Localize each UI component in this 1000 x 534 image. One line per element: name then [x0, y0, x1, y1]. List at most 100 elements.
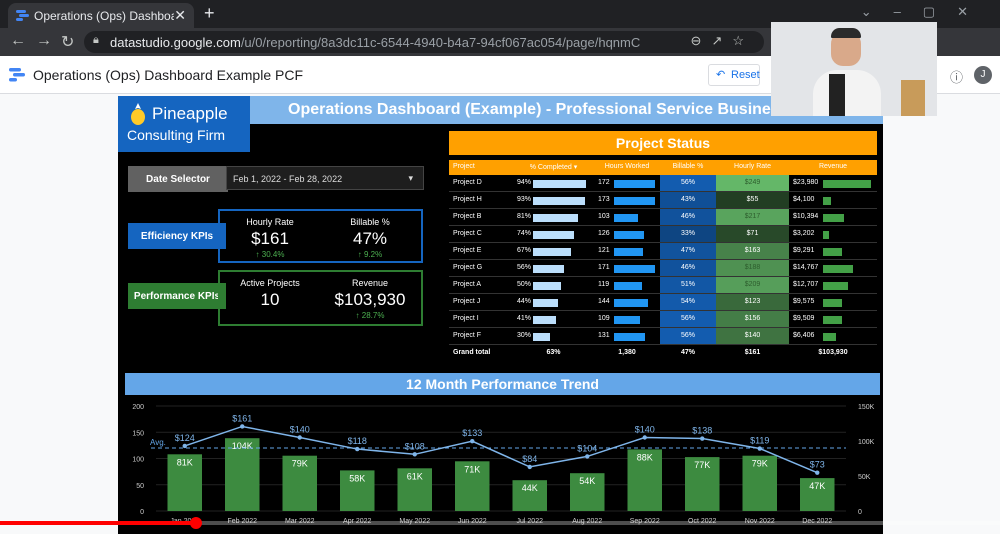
table-row[interactable]: Project D 94% 172 56% $249 $23,980	[449, 175, 877, 192]
kpi-label: Revenue	[351, 278, 389, 288]
kpi-billable: Billable % 47% ↑ 9.2%	[320, 217, 420, 259]
table-cell: Project D	[453, 179, 482, 186]
date-selector-label: Date Selector	[128, 166, 228, 192]
address-bar[interactable]: 🔒︎ datastudio.google.com/u/0/reporting/8…	[84, 31, 764, 53]
table-cell: 109	[594, 311, 660, 327]
bar-value-label: 79K	[752, 459, 768, 469]
data-bar	[533, 180, 586, 188]
column-header[interactable]: Billable %	[672, 163, 704, 170]
trend-bar	[742, 455, 777, 511]
line-value-label: $73	[810, 460, 825, 470]
table-row[interactable]: Project C 74% 126 33% $71 $3,202	[449, 226, 877, 243]
line-point	[355, 446, 360, 452]
table-row[interactable]: Project A 50% 119 51% $209 $12,707	[449, 277, 877, 294]
bar-value-label: 47K	[809, 481, 825, 491]
trend-bar	[570, 473, 605, 511]
browser-tab-bar: Operations (Ops) Dashboard Exa ✕ + ⌄–▢✕	[0, 0, 1000, 28]
table-row[interactable]: Project B 81% 103 46% $217 $10,394	[449, 209, 877, 226]
table-cell: Project J	[453, 298, 481, 305]
trend-bar	[800, 478, 835, 511]
left-tick-label: 0	[140, 509, 144, 516]
data-bar	[614, 282, 642, 290]
table-cell: Project A	[453, 281, 482, 288]
table-cell: Project G	[453, 264, 483, 271]
table-row[interactable]: Project F 30% 131 56% $140 $6,406	[449, 328, 877, 345]
data-bar	[614, 316, 640, 324]
trend-chart-title: 12 Month Performance Trend	[125, 373, 880, 395]
close-tab-icon[interactable]: ✕	[174, 7, 186, 23]
trend-bar	[282, 455, 317, 511]
reload-icon[interactable]: ↻	[61, 34, 75, 51]
line-point	[815, 470, 820, 475]
window-controls[interactable]: ⌄–▢✕	[860, 4, 990, 19]
line-value-label: $118	[348, 436, 367, 446]
table-row[interactable]: Project E 67% 121 47% $163 $9,291	[449, 243, 877, 260]
table-cell: 126	[594, 226, 660, 242]
video-progress-bar[interactable]	[0, 517, 1000, 529]
data-bar	[823, 180, 871, 188]
table-cell: $217	[716, 209, 789, 225]
left-tick-label: 100	[132, 457, 144, 464]
table-cell: 94%	[513, 175, 594, 191]
browser-tab[interactable]: Operations (Ops) Dashboard Exa ✕	[8, 3, 194, 28]
help-icon[interactable]: ⓘ	[950, 70, 964, 85]
forward-icon[interactable]: →	[36, 32, 52, 49]
table-cell: $23,980	[789, 175, 877, 191]
table-cell: 43%	[660, 192, 716, 208]
data-bar	[823, 214, 844, 222]
table-cell: Project C	[453, 230, 482, 237]
table-cell: $55	[716, 192, 789, 208]
efficiency-kpis-box: Hourly Rate $161 ↑ 30.4% Billable % 47% …	[218, 209, 423, 263]
trend-bar	[397, 468, 432, 511]
column-header[interactable]: % Completed ▾	[529, 164, 578, 171]
table-cell: Project I	[453, 315, 479, 322]
efficiency-kpis-label: Efficiency KPIs	[128, 223, 226, 249]
bar-value-label: 44K	[522, 483, 538, 493]
line-point	[585, 454, 590, 459]
account-avatar[interactable]: J	[974, 66, 992, 84]
table-row[interactable]: Project J 44% 144 54% $123 $9,575	[449, 294, 877, 311]
line-value-label: $140	[290, 425, 310, 435]
table-cell: $6,406	[789, 328, 877, 344]
table-cell: $123	[716, 294, 789, 310]
line-point	[470, 438, 475, 444]
progress-handle[interactable]	[190, 517, 202, 529]
column-header[interactable]: Project	[453, 163, 475, 170]
kpi-label: Billable %	[350, 217, 390, 227]
table-cell: 47%	[660, 243, 716, 259]
table-cell: $10,394	[789, 209, 877, 225]
line-value-label: $140	[635, 425, 655, 435]
table-row[interactable]: Project I 41% 109 56% $156 $9,509	[449, 311, 877, 328]
data-bar	[533, 265, 564, 273]
table-cell: 119	[594, 277, 660, 293]
column-header[interactable]: Hourly Rate	[734, 163, 771, 170]
trend-bar	[685, 457, 720, 511]
column-header[interactable]: Revenue	[818, 163, 848, 170]
new-tab-icon[interactable]: +	[204, 3, 215, 23]
omnibox-icons[interactable]: ⊖↗☆	[690, 33, 754, 48]
right-tick-label: 100K	[858, 439, 875, 446]
table-cell: 67%	[513, 243, 594, 259]
line-point	[527, 464, 532, 470]
reset-button[interactable]: ↶ Reset	[708, 64, 760, 86]
date-range-selector[interactable]: Feb 1, 2022 - Feb 28, 2022 ▾	[226, 166, 424, 190]
data-bar	[823, 231, 829, 239]
bar-value-label: 58K	[349, 473, 365, 483]
table-cell: 172	[594, 175, 660, 191]
data-bar	[614, 333, 645, 341]
data-bar	[614, 231, 644, 239]
x-tick-label: May 2022	[399, 518, 430, 525]
data-bar	[533, 197, 585, 205]
trend-chart: 200150100500150K100K50K081KJan 2022104KF…	[132, 404, 875, 525]
kpi-label: Hourly Rate	[246, 217, 294, 227]
table-row[interactable]: Project G 56% 171 46% $188 $14,767	[449, 260, 877, 277]
table-cell: $12,707	[789, 277, 877, 293]
table-cell: 54%	[660, 294, 716, 310]
right-tick-label: 150K	[858, 404, 875, 411]
back-icon[interactable]: ←	[10, 32, 26, 49]
column-header[interactable]: Hours Worked	[604, 163, 650, 170]
table-cell: 131	[594, 328, 660, 344]
table-row[interactable]: Project H 93% 173 43% $55 $4,100	[449, 192, 877, 209]
project-status-title: Project Status	[449, 131, 877, 155]
table-cell: 121	[594, 243, 660, 259]
